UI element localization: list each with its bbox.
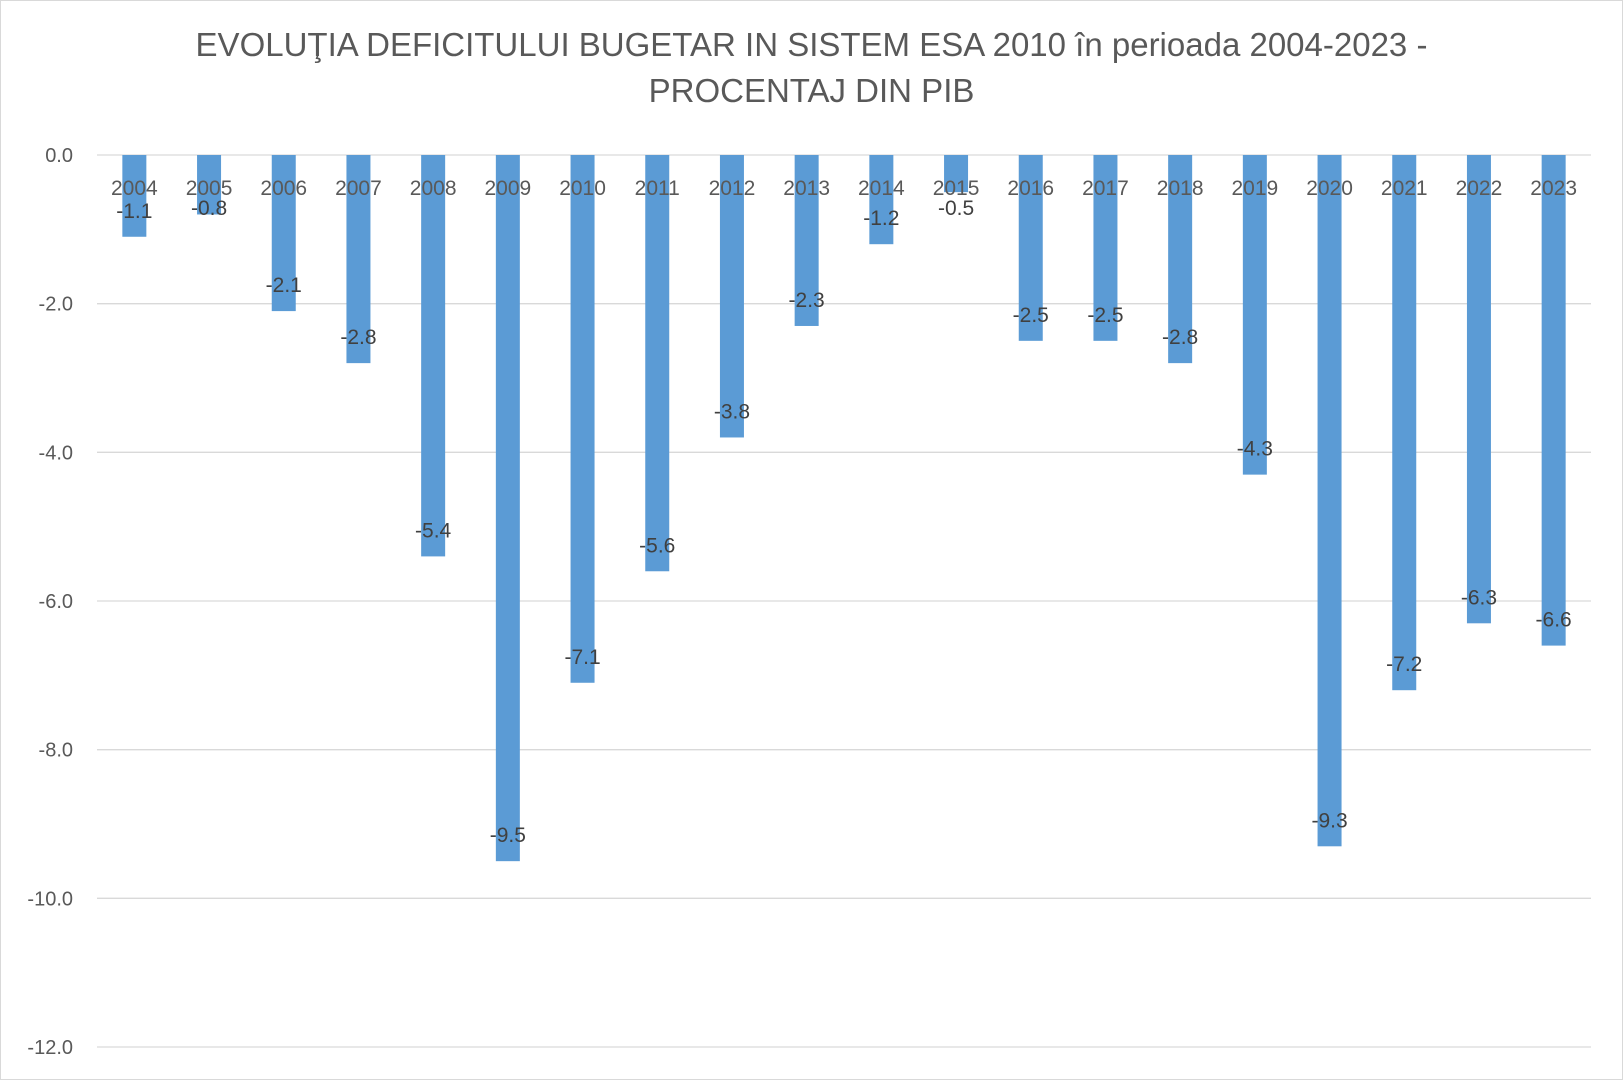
y-tick-label: -4.0 [39,442,73,464]
chart-title-line-1: EVOLUŢIA DEFICITULUI BUGETAR IN SISTEM E… [195,26,1428,63]
chart-title: EVOLUŢIA DEFICITULUI BUGETAR IN SISTEM E… [0,22,1623,114]
x-axis-labels: 2004 2005 2006 2007 2008 2009 2010 2011 2012 2013… [111,177,1577,200]
data-label: -2.1 [266,274,302,297]
bar [346,155,371,364]
y-tick-label: -6.0 [39,591,73,613]
data-label: -2.8 [1162,326,1198,349]
x-tick-label: 2005 [186,177,233,200]
bar [719,155,744,438]
bar [944,155,969,193]
x-tick-label: 2004 [111,177,158,200]
data-label: -5.4 [415,519,452,542]
bar [1317,155,1342,847]
bar [271,155,296,312]
x-tick-label: 2013 [783,177,830,200]
x-tick-label: 2014 [858,177,905,200]
data-label: -7.2 [1386,653,1422,676]
x-tick-label: 2018 [1157,177,1204,200]
data-label: -4.3 [1237,438,1273,461]
y-axis-labels: 0.0 -2.0 -4.0 -6.0 -8.0 -10.0 -12.0 [27,145,73,1059]
data-label: -6.6 [1536,609,1572,632]
data-labels: -1.1 -0.8 -2.1 -2.8 -5.4 -9.5 -7.1 -5.6 -3.8 -2.3… [116,197,1571,847]
data-label: -9.5 [490,824,526,847]
x-tick-label: 2009 [484,177,531,200]
x-tick-label: 2007 [335,177,382,200]
y-tick-label: -8.0 [39,740,73,762]
bar [1168,155,1193,364]
data-label: -0.8 [191,197,227,220]
data-label: -2.8 [340,326,376,349]
x-tick-label: 2015 [933,177,980,200]
data-label: -2.5 [1087,304,1123,327]
bar [1093,155,1118,341]
data-label: -3.8 [714,400,750,423]
data-label: -5.6 [639,534,675,557]
bar [1392,155,1417,691]
data-label: -0.5 [938,197,974,220]
data-label: -2.3 [789,289,825,312]
y-tick-label: 0.0 [45,145,73,167]
x-tick-label: 2023 [1530,177,1577,200]
y-tick-label: -2.0 [39,294,73,316]
data-label: -7.1 [564,646,600,669]
bar [645,155,670,572]
data-label: -6.3 [1461,586,1497,609]
bar [794,155,819,326]
bar [869,155,894,245]
bar [570,155,595,683]
x-tick-label: 2017 [1082,177,1129,200]
data-label: -1.2 [863,207,899,230]
bar [122,155,147,237]
gridlines [97,154,1591,1048]
data-label: -9.3 [1311,809,1347,832]
bar [1018,155,1043,341]
bar [421,155,446,557]
x-tick-label: 2012 [709,177,756,200]
x-tick-label: 2019 [1231,177,1278,200]
bar [1466,155,1491,624]
y-tick-label: -12.0 [27,1037,73,1059]
x-tick-label: 2006 [260,177,307,200]
x-tick-label: 2021 [1381,177,1428,200]
data-label: -2.5 [1013,304,1049,327]
y-tick-label: -10.0 [27,888,73,910]
x-tick-label: 2016 [1007,177,1054,200]
bar [495,155,520,862]
x-tick-label: 2008 [410,177,457,200]
x-tick-label: 2020 [1306,177,1353,200]
bar [1242,155,1267,475]
bar [197,155,222,215]
x-tick-label: 2011 [635,177,680,200]
bar [1541,155,1566,646]
chart-title-line-2: PROCENTAJ DIN PIB [648,72,975,109]
bar-series [122,155,1566,862]
x-tick-label: 2010 [559,177,606,200]
data-label: -1.1 [116,200,152,223]
x-tick-label: 2022 [1456,177,1503,200]
